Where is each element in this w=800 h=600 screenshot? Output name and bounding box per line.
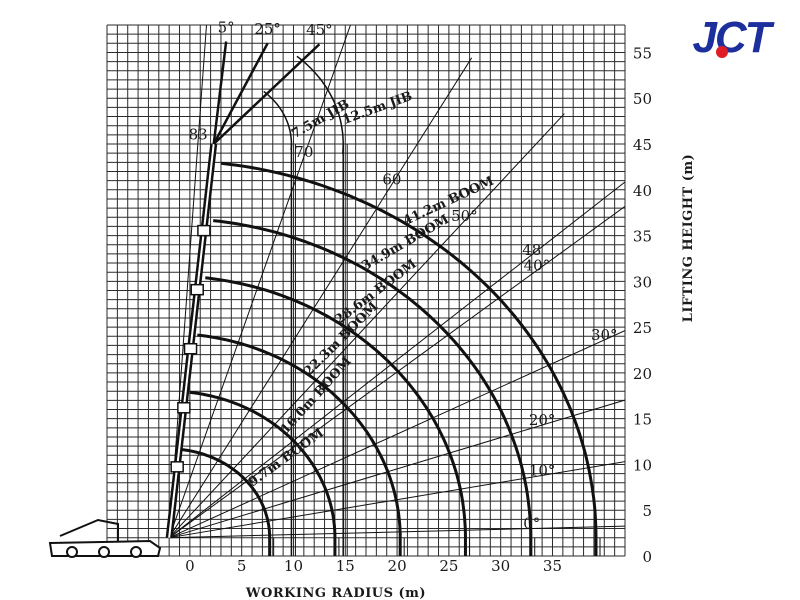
boom-angle-labels: 0° 10° 20° 30° 40°48 50° 60 70 83 <box>189 125 618 532</box>
boom-section-joint <box>183 342 198 355</box>
boom-section-joint <box>177 402 191 414</box>
jib-offset-label: 5° <box>218 18 235 36</box>
x-tick-label: 0 <box>185 557 195 575</box>
boom-angle-label: 50° <box>451 207 478 225</box>
company-logo: JCT <box>692 14 777 58</box>
jib-offset-label: 25° <box>254 20 281 38</box>
y-axis-label: LIFTING HEIGHT (m) <box>681 154 696 323</box>
x-tick-label: 20 <box>388 557 407 575</box>
boom-angle-ray <box>168 113 565 539</box>
boom-angle-label: 0° <box>523 515 540 533</box>
y-tick-label: 5 <box>642 502 652 520</box>
boom-angle-label: 10° <box>529 461 556 479</box>
boom-section-joint <box>170 461 184 473</box>
x-tick-label: 30 <box>491 557 510 575</box>
tick-labels: 0 5 10 15 20 25 30 35 0 5 10 15 20 25 30 35 40 45 50 55 <box>185 44 652 575</box>
jib-offset-labels: 5° 25° 45° <box>218 18 333 39</box>
boom-angle-label: 20° <box>529 411 556 429</box>
y-tick-label: 35 <box>633 228 652 246</box>
boom-angle-label: 48 <box>522 241 541 259</box>
jib-offset-line <box>212 41 228 145</box>
x-tick-label: 5 <box>237 557 247 575</box>
crane-illustration <box>48 41 321 558</box>
boom-angle-ray <box>168 205 625 539</box>
y-tick-label: 40 <box>633 182 652 200</box>
y-tick-label: 25 <box>633 319 652 337</box>
range-curves <box>181 55 601 556</box>
boom-angle-ray <box>168 25 208 538</box>
y-tick-label: 10 <box>633 456 652 474</box>
y-tick-label: 45 <box>633 136 652 154</box>
crane-wheel <box>98 546 110 558</box>
boom-angle-label: 70 <box>294 143 313 161</box>
series-label: 12.5m JIB <box>341 89 415 128</box>
y-tick-label: 55 <box>633 44 652 62</box>
y-tick-label: 50 <box>633 90 652 108</box>
boom-angle-label: 83 <box>189 125 208 143</box>
boom-angle-ray <box>169 525 625 539</box>
x-tick-label: 15 <box>336 557 355 575</box>
x-tick-label: 25 <box>439 557 458 575</box>
boom-main-inner <box>168 143 215 538</box>
logo-text: JCT <box>692 14 774 58</box>
crane-cab <box>59 518 119 541</box>
boom-section-joint <box>190 283 204 296</box>
x-tick-label: 10 <box>284 557 303 575</box>
x-axis-label: WORKING RADIUS (m) <box>245 586 426 600</box>
boom-angle-ray <box>169 399 625 539</box>
y-tick-label: 20 <box>633 365 652 383</box>
jib-offset-line <box>212 42 269 145</box>
boom-angle-ray <box>168 25 351 538</box>
range-curve <box>296 55 344 155</box>
logo-accent-dot <box>716 46 728 58</box>
y-tick-label: 30 <box>633 273 652 291</box>
boom-angle-label: 30° <box>591 326 618 344</box>
grid <box>106 24 626 557</box>
boom-angle-label: 40° <box>524 256 551 274</box>
x-tick-label: 35 <box>543 557 562 575</box>
boom-angle-lines <box>168 25 625 539</box>
range-curve <box>263 90 293 151</box>
boom-angle-label: 60 <box>382 170 401 188</box>
boom-angle-ray <box>169 461 625 539</box>
boom-angle-ray <box>168 329 625 539</box>
crane-wheel <box>66 546 78 558</box>
jib-offset-label: 45° <box>306 21 333 39</box>
boom-angle-ray <box>168 181 625 539</box>
crane-wheel <box>130 546 142 558</box>
boom-angle-ray <box>168 57 473 538</box>
jib-offset-line <box>212 43 321 145</box>
y-tick-label: 0 <box>642 548 652 566</box>
boom-section-joint <box>197 224 211 237</box>
y-tick-label: 15 <box>633 411 652 429</box>
